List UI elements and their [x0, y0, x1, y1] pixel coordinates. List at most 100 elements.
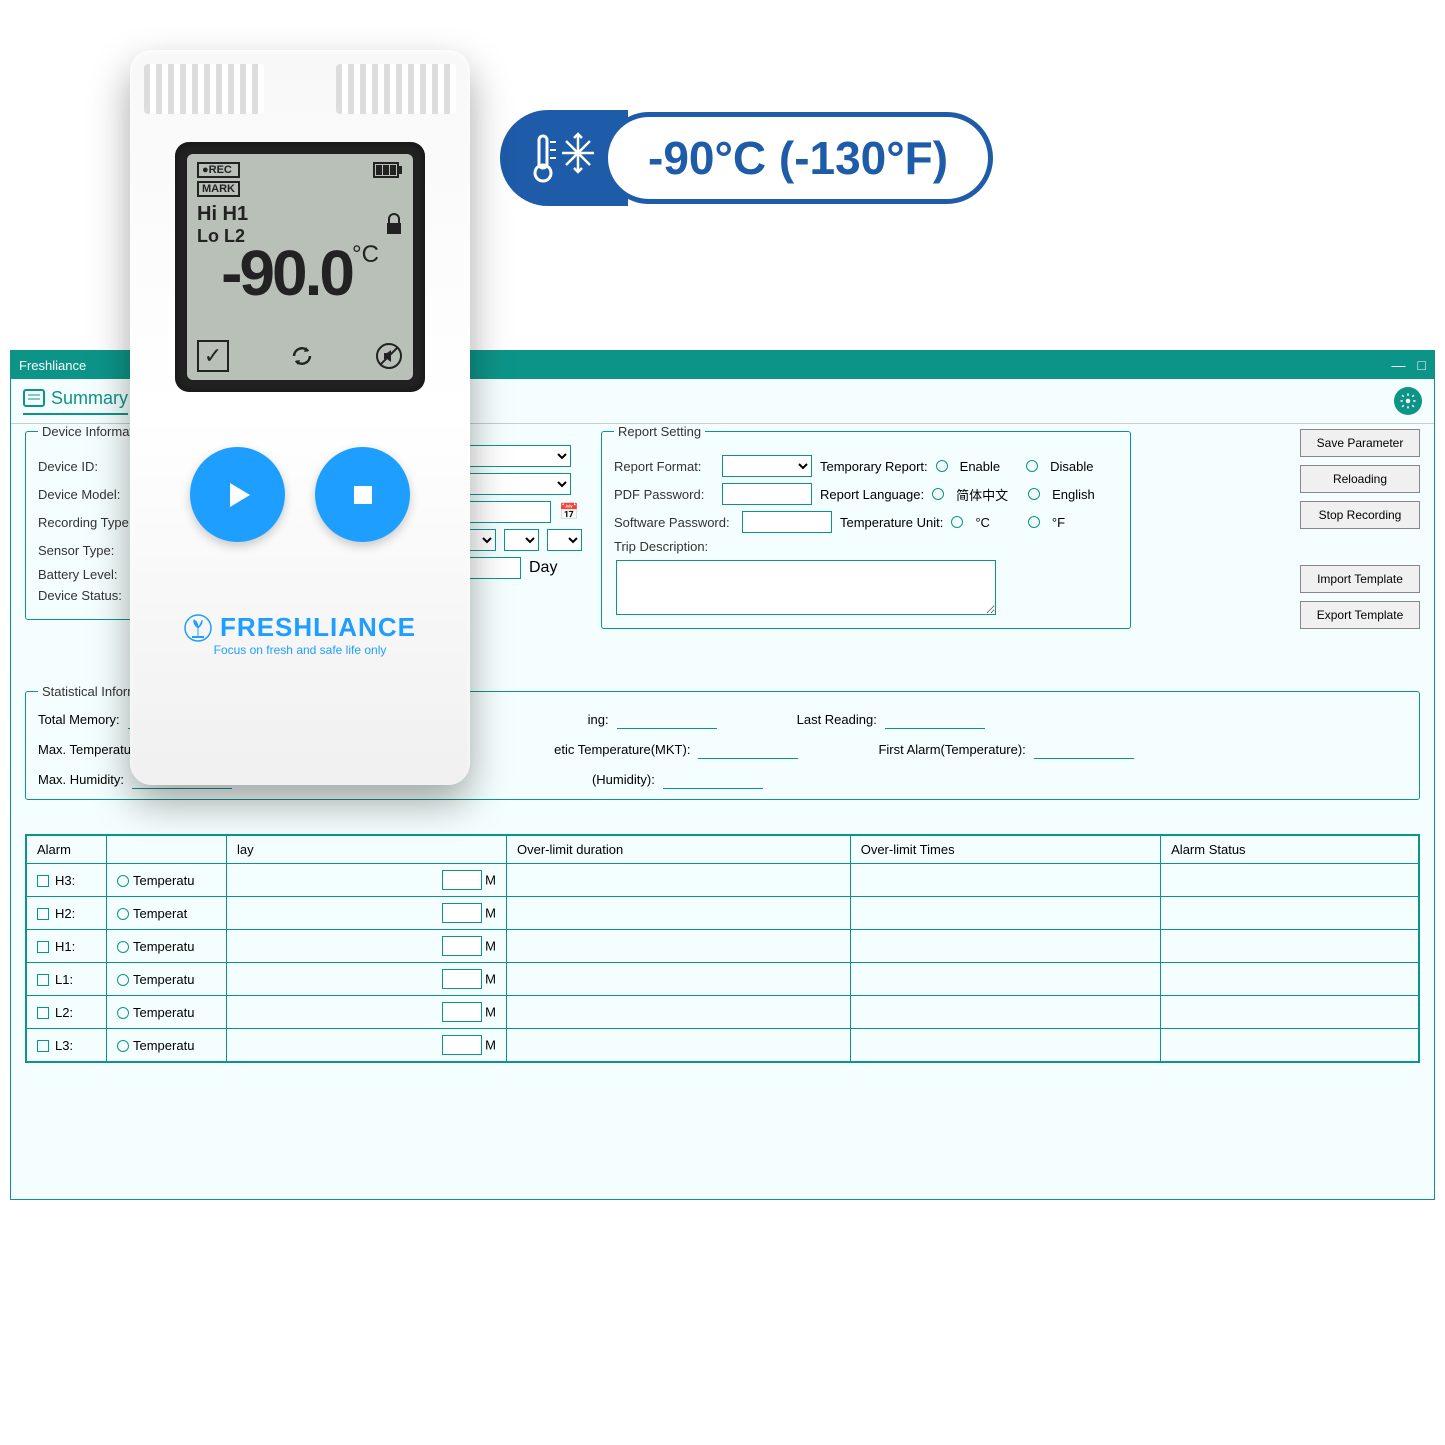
physical-device: ●REC MARK Hi H1 Lo L2 -90.0°C ✓ [130, 50, 470, 785]
pdf-pass-label: PDF Password: [614, 487, 714, 502]
reloading-button[interactable]: Reloading [1300, 465, 1420, 493]
import-template-button[interactable]: Import Template [1300, 565, 1420, 593]
brand-area: FRESHLIANCE Focus on fresh and safe life… [144, 612, 456, 657]
temperature-value: -90°C (-130°F) [648, 132, 948, 184]
day-label: Day [529, 559, 557, 577]
sw-pass-label: Software Password: [614, 515, 734, 530]
trip-desc-label: Trip Description: [614, 539, 714, 554]
alarm-type-radio[interactable] [117, 974, 129, 986]
unit-f-radio[interactable] [1028, 516, 1040, 528]
lang-cn: 简体中文 [956, 485, 1008, 504]
first-alarm-value [1034, 739, 1134, 759]
max-hum-label: Max. Humidity: [38, 772, 124, 787]
stop-button[interactable] [315, 447, 410, 542]
lcd-frame: ●REC MARK Hi H1 Lo L2 -90.0°C ✓ [175, 142, 425, 392]
mkt-label: etic Temperature(MKT): [554, 742, 690, 757]
settings-icon[interactable] [1394, 387, 1422, 415]
alarm-type-radio[interactable] [117, 941, 129, 953]
alarm-checkbox[interactable] [37, 1007, 49, 1019]
alarm-checkbox[interactable] [37, 941, 49, 953]
alarm-header: Alarm Status [1161, 836, 1419, 864]
ing-value [617, 709, 717, 729]
action-buttons: Save Parameter Reloading Stop Recording … [1300, 429, 1420, 629]
table-row: L2: Temperatu M [27, 996, 1419, 1029]
temperature-value-pill: -90°C (-130°F) [603, 112, 993, 204]
alarm-header: Alarm [27, 836, 107, 864]
disable-radio[interactable] [1026, 460, 1038, 472]
mkt-value [698, 739, 798, 759]
table-row: H2: Temperat M [27, 897, 1419, 930]
lock-icon [385, 213, 403, 235]
brand-name: FRESHLIANCE [220, 612, 416, 643]
alarm-checkbox[interactable] [37, 974, 49, 986]
alarm-type-radio[interactable] [117, 908, 129, 920]
table-row: H3: Temperatu M [27, 864, 1419, 897]
device-model-label: Device Model: [38, 487, 138, 502]
calendar-icon[interactable]: 📅 [559, 502, 579, 522]
delay-input[interactable] [442, 969, 482, 989]
hum-value [663, 769, 763, 789]
sw-pass-input[interactable] [742, 511, 832, 533]
lcd-rec-indicator: ●REC [197, 162, 240, 178]
alarm-type-radio[interactable] [117, 1007, 129, 1019]
app-title: Freshliance [19, 358, 86, 373]
unit-f: °F [1052, 515, 1065, 530]
total-memory-label: Total Memory: [38, 712, 120, 727]
alarm-type-radio[interactable] [117, 875, 129, 887]
minimize-icon[interactable]: — [1392, 357, 1406, 373]
play-button[interactable] [190, 447, 285, 542]
alarm-header: lay [227, 836, 507, 864]
delay-input[interactable] [442, 903, 482, 923]
table-row: H1: Temperatu M [27, 930, 1419, 963]
trip-desc-input[interactable] [616, 560, 996, 615]
lcd-screen: ●REC MARK Hi H1 Lo L2 -90.0°C ✓ [187, 154, 413, 380]
summary-icon [23, 389, 45, 407]
save-parameter-button[interactable]: Save Parameter [1300, 429, 1420, 457]
delay-input[interactable] [442, 1035, 482, 1055]
lcd-temperature: -90.0 [221, 237, 352, 309]
alarm-checkbox[interactable] [37, 908, 49, 920]
mid-select-1[interactable] [461, 445, 571, 467]
alarm-checkbox[interactable] [37, 1040, 49, 1052]
export-template-button[interactable]: Export Template [1300, 601, 1420, 629]
last-reading-label: Last Reading: [797, 712, 877, 727]
alarm-table: AlarmlayOver-limit durationOver-limit Ti… [25, 834, 1420, 1063]
table-row: L3: Temperatu M [27, 1029, 1419, 1062]
maximize-icon[interactable]: □ [1418, 357, 1426, 373]
ing-label: ing: [588, 712, 609, 727]
unit-c: °C [975, 515, 990, 530]
pdf-pass-input[interactable] [722, 483, 812, 505]
lang-label: Report Language: [820, 487, 924, 502]
lang-cn-radio[interactable] [932, 488, 944, 500]
refresh-icon [289, 343, 315, 369]
tab-summary[interactable]: Summary [23, 388, 128, 415]
report-format-select[interactable] [722, 455, 812, 477]
delay-input[interactable] [442, 1002, 482, 1022]
last-reading-value [885, 709, 985, 729]
mute-icon [375, 342, 403, 370]
mid-sel-c[interactable] [547, 529, 582, 551]
lang-en: English [1052, 487, 1095, 502]
alarm-header: Over-limit Times [850, 836, 1160, 864]
delay-input[interactable] [442, 936, 482, 956]
check-icon: ✓ [197, 340, 229, 372]
disable-label: Disable [1050, 459, 1093, 474]
unit-c-radio[interactable] [951, 516, 963, 528]
report-format-label: Report Format: [614, 459, 714, 474]
day-input[interactable] [461, 557, 521, 579]
alarm-type-radio[interactable] [117, 1040, 129, 1052]
enable-radio[interactable] [936, 460, 948, 472]
delay-input[interactable] [442, 870, 482, 890]
alarm-checkbox[interactable] [37, 875, 49, 887]
temp-report-label: Temporary Report: [820, 459, 928, 474]
mid-select-2[interactable] [461, 473, 571, 495]
mid-date-input[interactable] [461, 501, 551, 523]
lang-en-radio[interactable] [1028, 488, 1040, 500]
first-alarm-label: First Alarm(Temperature): [878, 742, 1025, 757]
mid-sel-b[interactable] [504, 529, 539, 551]
lcd-battery-icon [373, 162, 403, 178]
temperature-badge: -90°C (-130°F) [500, 110, 993, 206]
battery-level-label: Battery Level: [38, 567, 138, 582]
stop-recording-button[interactable]: Stop Recording [1300, 501, 1420, 529]
report-setting-panel: Report Setting Report Format: Temporary … [601, 424, 1131, 629]
